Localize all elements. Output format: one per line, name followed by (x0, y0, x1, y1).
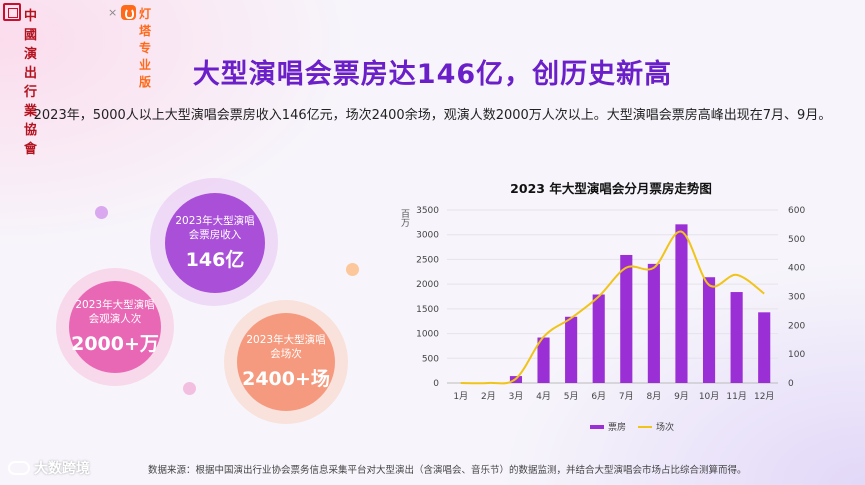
bar-box-office (758, 312, 771, 383)
stat-revenue-value: 146亿 (185, 249, 245, 271)
bar-box-office (592, 294, 605, 383)
stat-revenue: 2023年大型演唱会票房收入 146亿 (165, 193, 265, 293)
legend-line-swatch (638, 425, 653, 428)
chart-legend: 票房 场次 (590, 420, 674, 433)
x-tick-label: 2月 (481, 391, 496, 402)
y-right-tick-label: 600 (788, 206, 805, 216)
y-axis-unit-label: 百万 (399, 209, 409, 227)
bar-box-office (647, 263, 660, 383)
stat-attendance: 2023年大型演唱会观演人次 2000+万 (69, 281, 161, 373)
x-tick-label: 8月 (647, 391, 662, 402)
page-title: 大型演唱会票房达146亿，创历史新高 (192, 59, 673, 90)
y-left-tick-label: 1500 (416, 305, 439, 315)
partner-name: 灯塔专业版 (139, 7, 152, 89)
y-left-tick-label: 2500 (416, 255, 439, 265)
shows-line (460, 230, 765, 385)
association-seal-icon (3, 3, 21, 21)
bar-box-office (675, 224, 688, 383)
data-source-note: 数据来源：根据中国演出行业协会票务信息采集平台对大型演出（含演唱会、音乐节）的数… (148, 465, 747, 476)
x-tick-label: 1月 (453, 391, 468, 402)
legend-bar-label: 票房 (608, 423, 627, 433)
legend-line-label: 场次 (656, 423, 675, 433)
association-name: 中國演出行業協會 (24, 9, 38, 157)
y-left-tick-label: 500 (422, 354, 439, 364)
y-right-tick-label: 400 (788, 264, 805, 274)
stat-attendance-label: 2023年大型演唱会观演人次 (75, 299, 155, 325)
stat-shows: 2023年大型演唱会场次 2400+场 (237, 313, 335, 411)
decorative-dot (346, 263, 359, 276)
x-tick-label: 3月 (509, 391, 524, 402)
decorative-dot (95, 206, 108, 219)
y-left-tick-label: 2000 (416, 280, 439, 290)
x-tick-label: 12月 (754, 391, 774, 402)
x-tick-label: 7月 (619, 391, 634, 402)
x-tick-label: 9月 (674, 391, 689, 402)
dengta-logo-icon (121, 5, 136, 20)
brand-name: 大数跨境 (34, 461, 90, 477)
y-left-tick-label: 3000 (416, 231, 439, 241)
y-left-tick-label: 0 (433, 379, 439, 389)
bar-box-office (730, 292, 743, 383)
y-right-tick-label: 200 (788, 321, 805, 331)
y-left-tick-label: 3500 (416, 206, 439, 216)
chart-title: 2023 年大型演唱会分月票房走势图 (510, 181, 712, 196)
x-tick-label: 4月 (536, 391, 551, 402)
x-tick-label: 11月 (726, 391, 746, 402)
y-right-tick-label: 0 (788, 379, 794, 389)
y-right-tick-label: 300 (788, 293, 805, 303)
page-subtitle: 2023年，5000人以上大型演唱会票房收入146亿元，场次2400余场，观演人… (33, 108, 832, 123)
y-right-tick-label: 500 (788, 235, 805, 245)
legend-bar-swatch (590, 424, 604, 429)
x-tick-label: 5月 (564, 391, 579, 402)
bar-box-office (537, 337, 550, 383)
bar-box-office (565, 316, 578, 383)
watermark-brand: 大数跨境 (8, 458, 90, 478)
x-tick-label: 6月 (591, 391, 606, 402)
x-tick-label: 10月 (699, 391, 719, 402)
bar-box-office (702, 277, 716, 383)
stat-attendance-value: 2000+万 (71, 333, 159, 355)
y-left-tick-label: 1000 (416, 330, 439, 340)
bar-box-office (620, 254, 633, 383)
header-separator: × (108, 6, 118, 19)
brand-logo-icon (8, 461, 30, 475)
stat-shows-value: 2400+场 (242, 368, 330, 390)
stat-shows-label: 2023年大型演唱会场次 (246, 334, 326, 360)
stat-revenue-label: 2023年大型演唱会票房收入 (175, 215, 255, 241)
decorative-dot (183, 382, 196, 395)
y-right-tick-label: 100 (788, 350, 805, 360)
